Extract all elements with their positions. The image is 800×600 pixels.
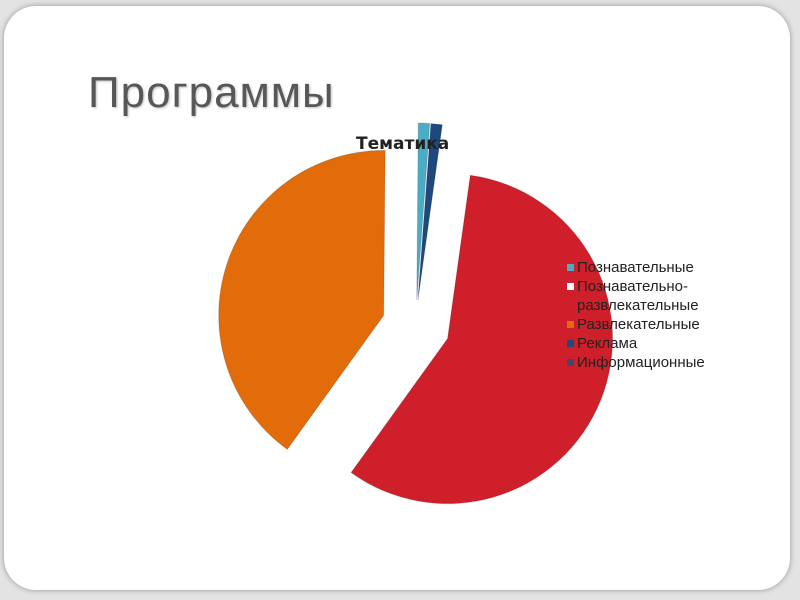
legend-swatch-icon — [567, 359, 574, 366]
legend-label: Информационные — [577, 354, 705, 371]
slide: Программы Тематика Познавательные Познав… — [4, 6, 790, 590]
legend-swatch-icon — [567, 264, 574, 271]
legend-item-entertainment: Развлекательные — [567, 315, 767, 334]
pie-slice-cognitive — [416, 122, 431, 301]
legend-item-advertising: Реклама — [567, 334, 767, 353]
pie-slice-informational — [350, 174, 614, 505]
legend-label: Реклама — [577, 335, 638, 352]
legend-label: Развлекательные — [577, 316, 700, 333]
legend-item-cognitive: Познавательные — [567, 258, 767, 277]
slide-title: Программы — [88, 68, 335, 117]
chart-title: Тематика — [356, 134, 450, 154]
legend-swatch-icon — [567, 340, 574, 347]
legend-label: Познавательно-развлекательные — [577, 278, 699, 314]
legend-label: Познавательные — [577, 259, 694, 276]
legend-swatch-icon — [567, 321, 574, 328]
pie-slice-advertising — [417, 123, 443, 301]
pie-chart — [218, 122, 614, 505]
pie-slice-entertainment — [218, 149, 386, 451]
legend-item-informational: Информационные — [567, 353, 767, 372]
chart-legend: Познавательные Познавательно-развлекател… — [567, 258, 767, 372]
legend-swatch-icon — [567, 283, 574, 290]
legend-item-edutainment: Познавательно-развлекательные — [567, 277, 767, 315]
